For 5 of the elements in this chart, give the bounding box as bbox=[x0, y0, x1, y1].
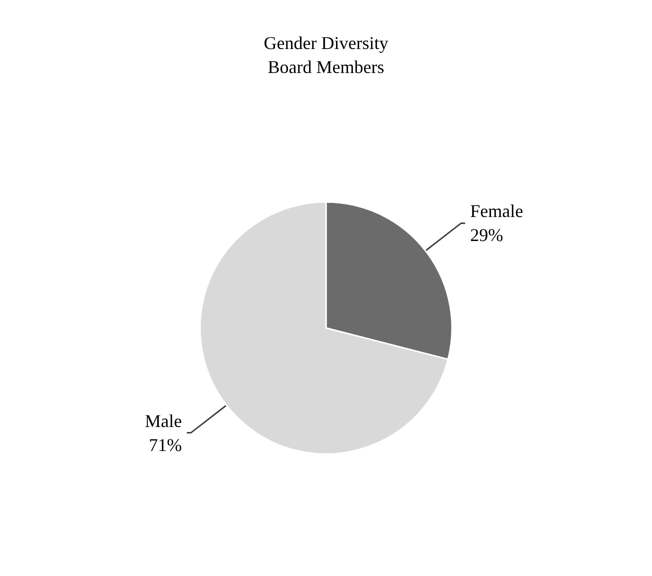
slice-label: Female bbox=[470, 201, 524, 222]
chart-title: Gender Diversity Board Members bbox=[264, 33, 388, 77]
slice-label: Male bbox=[144, 410, 182, 431]
data-label: 29% bbox=[470, 225, 504, 246]
data-label: 71% bbox=[148, 434, 182, 455]
